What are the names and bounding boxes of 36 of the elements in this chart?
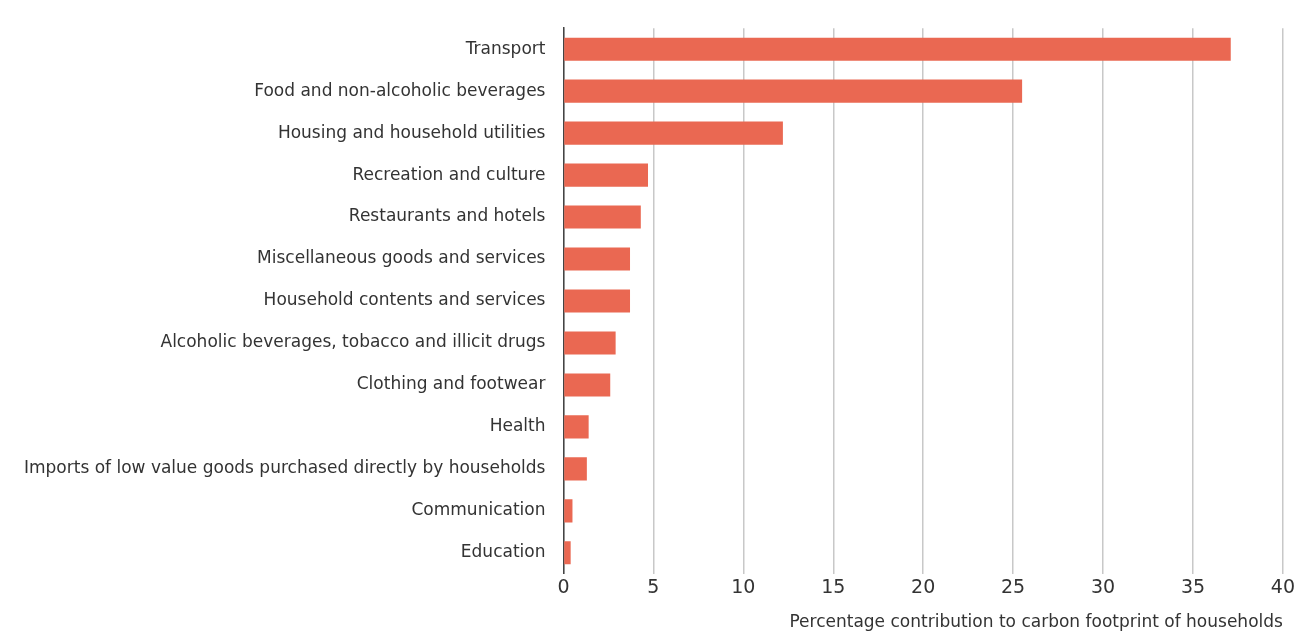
bar (564, 247, 631, 271)
y-tick-label: Communication (411, 499, 546, 520)
bar (564, 121, 783, 145)
y-tick-label: Household contents and services (263, 289, 546, 310)
bar (564, 415, 589, 439)
bar (564, 457, 587, 481)
y-tick-label: Clothing and footwear (356, 373, 546, 394)
x-tick-label: 15 (821, 575, 846, 598)
x-tick-label: 10 (731, 575, 756, 598)
x-tick-label: 20 (911, 575, 936, 598)
bar (564, 331, 616, 355)
bar (564, 373, 611, 397)
x-tick-label: 25 (1001, 575, 1026, 598)
bar (564, 205, 641, 229)
bar (564, 163, 649, 187)
y-tick-label: Imports of low value goods purchased directly by households (23, 457, 546, 478)
x-tick-label: 30 (1090, 575, 1116, 598)
bar (564, 289, 631, 313)
x-axis-title: Percentage contribution to carbon footprint of households (789, 611, 1284, 632)
x-tick-label: 5 (647, 575, 660, 598)
y-tick-label: Miscellaneous goods and services (257, 247, 546, 268)
y-tick-label: Food and non-alcoholic beverages (254, 79, 546, 100)
y-tick-label: Housing and household utilities (277, 121, 546, 142)
bar (564, 499, 573, 523)
bar (564, 79, 1023, 103)
x-tick-label: 0 (557, 575, 570, 598)
y-tick-label: Alcoholic beverages, tobacco and illicit drugs (160, 331, 546, 352)
y-tick-label: Health (489, 415, 546, 436)
y-tick-label: Education (460, 541, 546, 562)
x-tick-label: 40 (1270, 575, 1296, 598)
bar (564, 37, 1231, 61)
y-tick-label: Recreation and culture (352, 163, 546, 184)
x-tick-label: 35 (1180, 575, 1206, 598)
bar (564, 541, 571, 565)
y-tick-label: Restaurants and hotels (348, 205, 546, 226)
y-tick-label: Transport (464, 37, 546, 58)
